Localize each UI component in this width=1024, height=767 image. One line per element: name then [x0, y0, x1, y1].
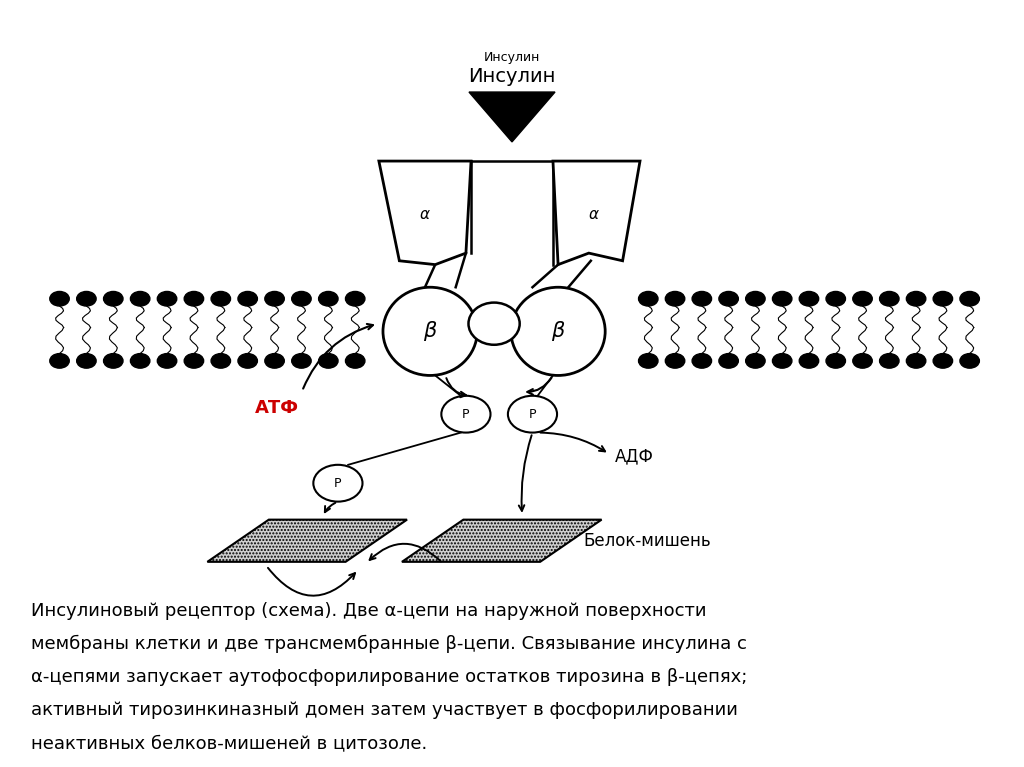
Circle shape: [933, 291, 952, 306]
Circle shape: [238, 291, 257, 306]
Circle shape: [666, 291, 685, 306]
Circle shape: [959, 291, 979, 306]
Circle shape: [799, 291, 819, 306]
Circle shape: [292, 291, 311, 306]
Circle shape: [745, 291, 765, 306]
Circle shape: [639, 354, 658, 368]
Text: α: α: [420, 207, 430, 222]
Circle shape: [719, 291, 738, 306]
Text: β: β: [423, 321, 437, 341]
Text: α-цепями запускает аутофосфорилирование остатков тирозина в β-цепях;: α-цепями запускает аутофосфорилирование …: [31, 668, 748, 686]
Circle shape: [318, 354, 338, 368]
Circle shape: [211, 354, 230, 368]
Circle shape: [130, 291, 150, 306]
Text: Белок-мишень: Белок-мишень: [584, 532, 712, 550]
Text: активный тирозинкиназный домен затем участвует в фосфорилировании: активный тирозинкиназный домен затем уча…: [31, 701, 737, 719]
Polygon shape: [469, 92, 555, 142]
Circle shape: [292, 354, 311, 368]
Circle shape: [50, 354, 70, 368]
Polygon shape: [379, 161, 471, 265]
Circle shape: [238, 354, 257, 368]
Circle shape: [692, 354, 712, 368]
Circle shape: [880, 354, 899, 368]
Text: неактивных белков-мишеней в цитозоле.: неактивных белков-мишеней в цитозоле.: [31, 734, 427, 752]
Circle shape: [853, 354, 872, 368]
Circle shape: [933, 354, 952, 368]
Circle shape: [265, 291, 285, 306]
Circle shape: [826, 354, 846, 368]
Circle shape: [745, 354, 765, 368]
Text: P: P: [528, 408, 537, 420]
Circle shape: [50, 291, 70, 306]
Circle shape: [772, 291, 792, 306]
Text: P: P: [334, 477, 342, 489]
Circle shape: [772, 354, 792, 368]
Text: Инсулиновый рецептор (схема). Две α-цепи на наружной поверхности: Инсулиновый рецептор (схема). Две α-цепи…: [31, 602, 707, 620]
Circle shape: [130, 354, 150, 368]
Circle shape: [184, 291, 204, 306]
Circle shape: [345, 354, 365, 368]
Circle shape: [441, 396, 490, 433]
Circle shape: [639, 291, 658, 306]
Circle shape: [158, 291, 177, 306]
Circle shape: [826, 291, 846, 306]
Ellipse shape: [469, 303, 520, 345]
Text: Инсулин: Инсулин: [468, 67, 556, 86]
Circle shape: [853, 291, 872, 306]
Circle shape: [184, 354, 204, 368]
Circle shape: [158, 354, 177, 368]
Polygon shape: [401, 520, 602, 561]
Circle shape: [692, 291, 712, 306]
Circle shape: [666, 354, 685, 368]
Circle shape: [959, 354, 979, 368]
Circle shape: [103, 354, 123, 368]
Text: мембраны клетки и две трансмембранные β-цепи. Связывание инсулина с: мембраны клетки и две трансмембранные β-…: [31, 635, 746, 653]
Circle shape: [799, 354, 819, 368]
Circle shape: [880, 291, 899, 306]
Circle shape: [313, 465, 362, 502]
Text: β: β: [551, 321, 565, 341]
Text: P: P: [462, 408, 470, 420]
Circle shape: [77, 291, 96, 306]
Circle shape: [318, 291, 338, 306]
Circle shape: [906, 291, 926, 306]
Circle shape: [345, 291, 365, 306]
Circle shape: [508, 396, 557, 433]
Circle shape: [906, 354, 926, 368]
Circle shape: [265, 354, 285, 368]
Text: α: α: [589, 207, 599, 222]
Polygon shape: [553, 161, 640, 265]
Text: Инсулин: Инсулин: [483, 51, 541, 64]
Polygon shape: [207, 520, 407, 561]
Circle shape: [103, 291, 123, 306]
Ellipse shape: [511, 288, 605, 376]
Ellipse shape: [383, 288, 477, 376]
Circle shape: [77, 354, 96, 368]
Text: АТФ: АТФ: [255, 399, 298, 417]
Circle shape: [211, 291, 230, 306]
Circle shape: [719, 354, 738, 368]
Text: АДФ: АДФ: [614, 447, 653, 466]
